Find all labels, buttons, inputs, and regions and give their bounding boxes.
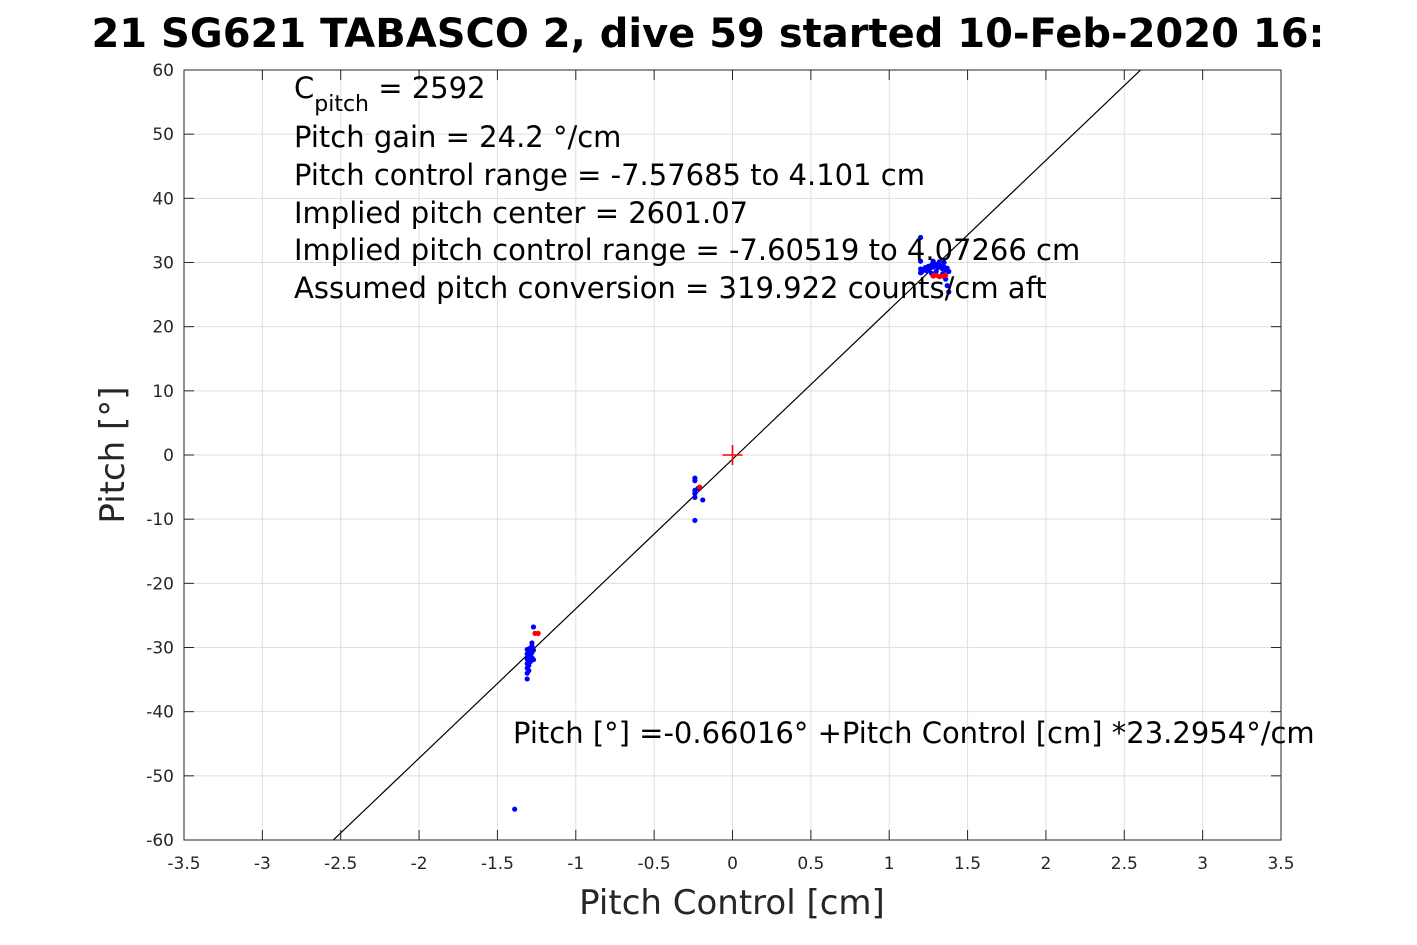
y-tick-label: 20	[152, 318, 174, 338]
blue-points-series	[512, 234, 952, 812]
c-pitch-annotation: Cpitch = 2592	[294, 71, 486, 117]
x-tick-label: 0.5	[797, 854, 824, 874]
blue-data-point	[530, 647, 537, 653]
blue-data-point	[529, 640, 535, 646]
pitch-control-range-annotation: Pitch control range = -7.57685 to 4.101 …	[294, 158, 925, 192]
red-data-point	[696, 484, 703, 490]
implied-range-annotation: Implied pitch control range = -7.60519 t…	[294, 233, 1080, 267]
blue-data-point	[692, 494, 698, 500]
blue-data-point	[941, 259, 947, 266]
blue-data-point	[930, 258, 936, 264]
blue-data-point	[692, 517, 698, 524]
x-tick-label: -1	[567, 854, 584, 874]
x-tick-label: 2	[1041, 854, 1052, 874]
x-tick-label: -0.5	[638, 854, 671, 874]
blue-data-point	[936, 259, 942, 265]
x-tick-label: 1	[884, 854, 895, 874]
x-tick-label: 3.5	[1267, 854, 1294, 874]
y-tick-label: 0	[163, 446, 174, 466]
red-data-point	[943, 272, 949, 278]
pitch-gain-annotation: Pitch gain = 24.2 °/cm	[294, 120, 621, 154]
blue-data-point	[917, 258, 924, 264]
center-marker	[722, 445, 743, 465]
blue-data-point	[924, 268, 930, 274]
x-tick-label: -3.5	[167, 854, 200, 874]
implied-center-annotation: Implied pitch center = 2601.07	[294, 196, 748, 230]
y-tick-label: 50	[152, 125, 174, 145]
blue-data-point	[917, 234, 924, 241]
x-axis-label: Pitch Control [cm]	[579, 883, 885, 923]
blue-data-point	[943, 276, 949, 282]
fit-equation-annotation: Pitch [°] =-0.66016° +Pitch Control [cm]…	[513, 716, 1315, 750]
c-pitch-value: = 2592	[369, 71, 486, 105]
blue-data-point	[946, 289, 952, 295]
x-tick-label: -1.5	[481, 854, 514, 874]
y-axis-label: Pitch [°]	[93, 386, 133, 523]
y-tick-labels: -60 -50 -40 -30 -20 -10 0 10 20 30 40 50 60	[146, 61, 174, 851]
x-tick-label: 2.5	[1111, 854, 1138, 874]
blue-data-point	[530, 624, 537, 630]
red-points-series	[532, 272, 949, 636]
blue-data-point	[933, 268, 939, 275]
x-tick-label: 0	[727, 854, 738, 874]
y-tick-label: -60	[146, 831, 174, 851]
chart-title: 21 SG621 TABASCO 2, dive 59 started 10-F…	[91, 11, 1324, 57]
x-tick-label: 3	[1197, 854, 1208, 874]
y-tick-label: -30	[146, 639, 174, 659]
c-pitch-subscript: pitch	[314, 92, 369, 117]
y-tick-label: -40	[146, 703, 174, 723]
y-tick-label: -10	[146, 510, 174, 530]
y-tick-label: -20	[146, 574, 174, 594]
blue-data-point	[530, 657, 537, 663]
blue-data-point	[692, 490, 698, 497]
blue-data-point	[946, 268, 952, 275]
x-tick-label: -2.5	[324, 854, 357, 874]
x-tick-labels: -3.5 -3 -2.5 -2 -1.5 -1 -0.5 0 0.5 1 1.5 2 2.5 3 3.5	[167, 854, 1294, 874]
x-tick-label: -3	[254, 854, 271, 874]
blue-data-point	[692, 478, 698, 484]
x-tick-label: 1.5	[954, 854, 981, 874]
blue-data-point	[944, 283, 950, 289]
x-tick-label: -2	[411, 854, 428, 874]
axis-ticks	[183, 69, 1282, 841]
red-data-point	[535, 630, 541, 636]
y-tick-label: 30	[152, 254, 174, 274]
assumed-conversion-annotation: Assumed pitch conversion = 319.922 count…	[294, 271, 1047, 305]
blue-data-point	[700, 497, 706, 503]
c-pitch-letter: C	[294, 71, 314, 105]
y-tick-label: -50	[146, 767, 174, 787]
y-tick-label: 60	[152, 61, 174, 81]
y-tick-label: 40	[152, 189, 174, 209]
blue-data-point	[512, 806, 518, 812]
y-tick-label: 10	[152, 382, 174, 402]
blue-data-point	[526, 668, 532, 674]
blue-data-point	[524, 676, 530, 682]
